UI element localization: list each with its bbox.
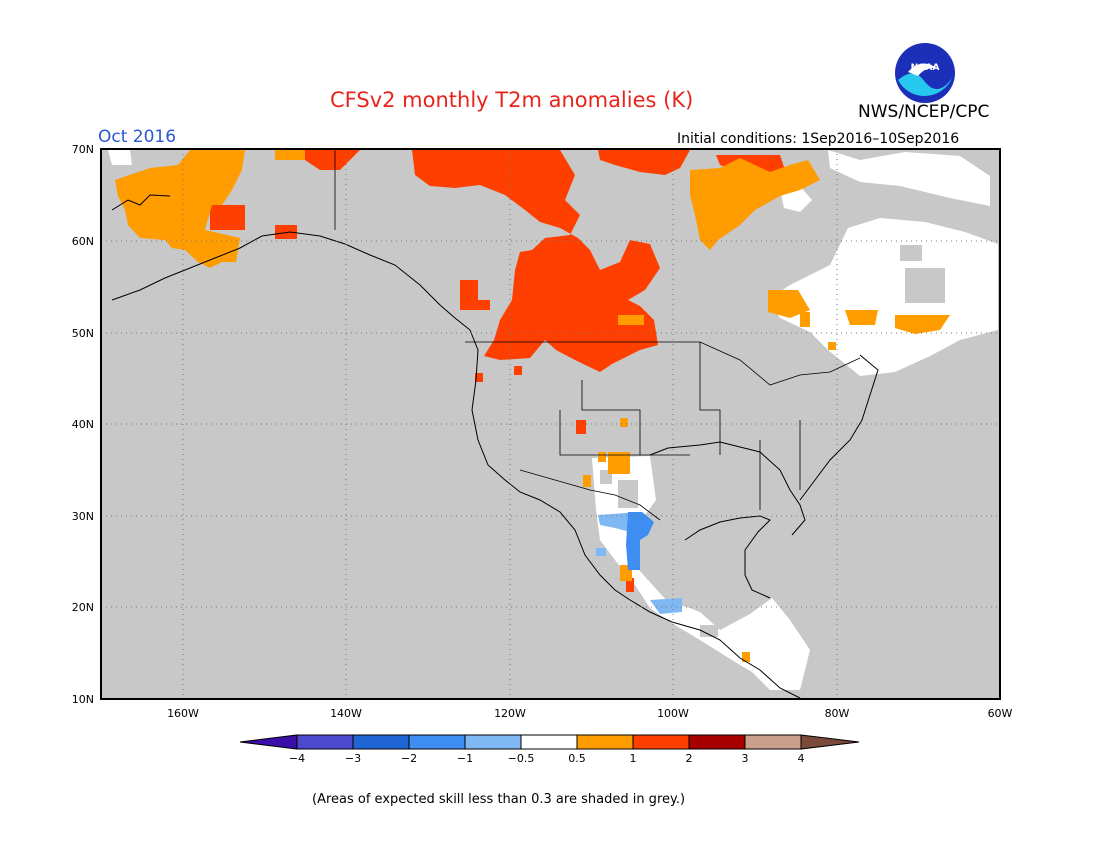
colorbar-swatch	[632, 734, 690, 750]
colorbar-swatch	[744, 734, 802, 750]
forecast-month: Oct 2016	[98, 127, 177, 147]
graticule	[101, 149, 1000, 699]
lon-label: 100W	[657, 707, 689, 720]
noaa-logo-text: NOAA	[911, 63, 940, 73]
colorbar-tick-label: 3	[742, 752, 749, 765]
political-borders	[334, 150, 861, 521]
lat-label: 40N	[72, 418, 94, 431]
coastlines	[111, 194, 879, 699]
map-frame	[100, 148, 1001, 700]
colorbar-swatch	[296, 734, 354, 750]
skill-footnote: (Areas of expected skill less than 0.3 a…	[312, 792, 686, 807]
colorbar	[239, 734, 860, 750]
lon-label: 120W	[494, 707, 526, 720]
org-label: NWS/NCEP/CPC	[858, 102, 990, 122]
colorbar-tick-label: 4	[798, 752, 805, 765]
lat-label: 60N	[72, 235, 94, 248]
colorbar-tick-label: −1	[457, 752, 473, 765]
longitude-labels: 160W 140W 120W 100W 80W 60W	[167, 707, 1012, 720]
initial-conditions: Initial conditions: 1Sep2016–10Sep2016	[677, 131, 960, 147]
colorbar-swatch	[408, 734, 466, 750]
colorbar-arrow-high	[800, 734, 860, 750]
lat-label: 50N	[72, 327, 94, 340]
latitude-labels: 70N 60N 50N 40N 30N 20N 10N	[72, 143, 94, 706]
cool-anomaly-1-2	[626, 512, 654, 570]
colorbar-swatch	[520, 734, 578, 750]
colorbar-tick-label: −0.5	[508, 752, 535, 765]
colorbar-tick-label: 1	[630, 752, 637, 765]
noaa-logo: NOAA	[895, 43, 955, 103]
colorbar-tick-label: −4	[289, 752, 305, 765]
colorbar-swatch	[352, 734, 410, 750]
chart-title: CFSv2 monthly T2m anomalies (K)	[330, 88, 694, 112]
lon-label: 80W	[825, 707, 850, 720]
lon-label: 140W	[330, 707, 362, 720]
lon-label: 160W	[167, 707, 199, 720]
colorbar-swatch	[688, 734, 746, 750]
colorbar-tick-label: −2	[401, 752, 417, 765]
colorbar-swatch	[464, 734, 522, 750]
lat-label: 10N	[72, 693, 94, 706]
colorbar-ticks: −4 −3 −2 −1 −0.5 0.5 1 2 3 4	[289, 752, 805, 765]
warm-anomaly-05-1	[115, 150, 950, 662]
lat-label: 70N	[72, 143, 94, 156]
lat-label: 30N	[72, 510, 94, 523]
lon-label: 60W	[988, 707, 1013, 720]
grey-patches	[600, 245, 945, 637]
near-zero-regions	[108, 150, 998, 690]
colorbar-tick-label: 0.5	[568, 752, 586, 765]
colorbar-tick-label: 2	[686, 752, 693, 765]
colorbar-swatch	[576, 734, 634, 750]
lat-label: 20N	[72, 601, 94, 614]
colorbar-arrow-low	[239, 734, 298, 750]
colorbar-tick-label: −3	[345, 752, 361, 765]
